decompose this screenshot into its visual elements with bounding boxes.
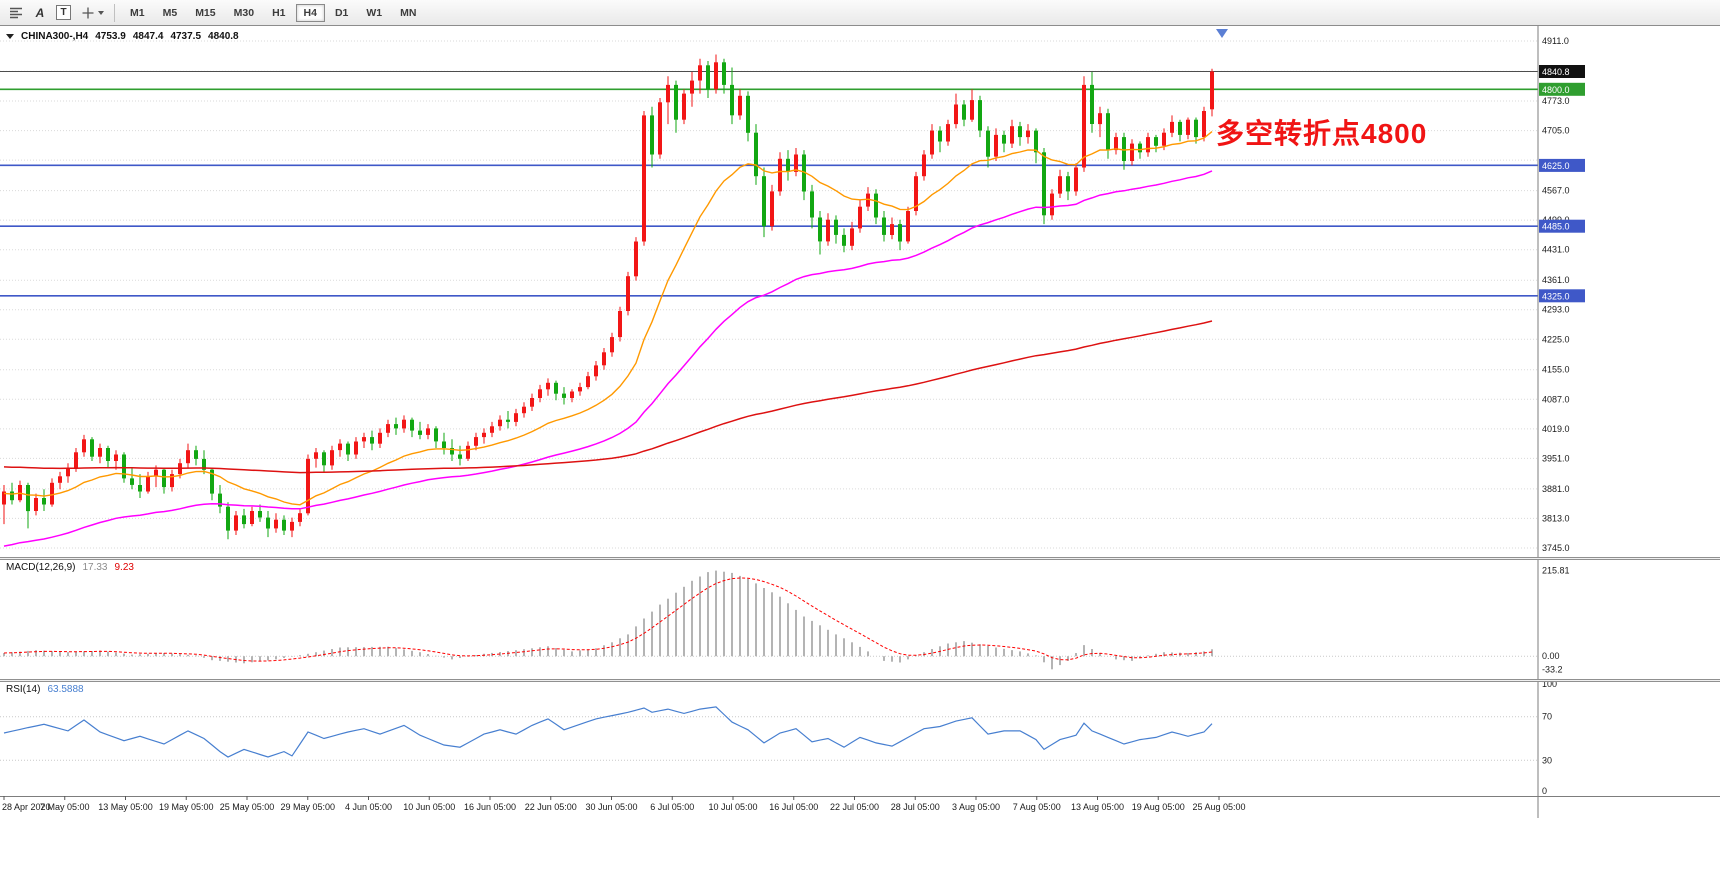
svg-text:4625.0: 4625.0 (1542, 161, 1570, 171)
svg-text:0: 0 (1542, 786, 1547, 796)
main-chart-canvas[interactable]: 4911.04773.04705.04567.04499.04431.04361… (0, 26, 1720, 557)
info-open: 4753.9 (95, 31, 126, 42)
macd-indicator-label: MACD(12,26,9) 17.33 9.23 (6, 562, 134, 573)
info-close: 4840.8 (208, 31, 239, 42)
toolbar: A T M1 M5 M15 M30 H1 H4 D1 W1 MN (0, 0, 1720, 26)
rsi-line (3, 706, 1213, 758)
svg-text:215.81: 215.81 (1542, 566, 1570, 576)
svg-text:16 Jun 05:00: 16 Jun 05:00 (464, 802, 516, 812)
svg-text:7 Aug 05:00: 7 Aug 05:00 (1013, 802, 1061, 812)
svg-text:3745.0: 3745.0 (1542, 543, 1570, 553)
timeframe-W1[interactable]: W1 (366, 6, 383, 19)
svg-text:4840.8: 4840.8 (1542, 67, 1570, 77)
svg-text:19 Aug 05:00: 19 Aug 05:00 (1132, 802, 1185, 812)
macd-signal-value: 9.23 (114, 562, 134, 573)
info-high: 4847.4 (132, 31, 164, 42)
label-tool-button[interactable]: A (30, 3, 50, 23)
macd-canvas[interactable]: 215.81 0.00 -33.2 (0, 560, 1720, 679)
rsi-value: 63.5888 (47, 684, 84, 695)
svg-text:7 May 05:00: 7 May 05:00 (40, 802, 90, 812)
svg-text:29 May 05:00: 29 May 05:00 (280, 802, 335, 812)
symbol-timeframe-label: CHINA300-,H4 (21, 31, 89, 42)
timeframe-M1[interactable]: M1 (130, 6, 145, 19)
panel-divider-rsi[interactable] (0, 679, 1720, 682)
timeframe-H1[interactable]: H1 (272, 6, 286, 19)
svg-text:10 Jun 05:00: 10 Jun 05:00 (403, 802, 455, 812)
svg-text:3813.0: 3813.0 (1542, 513, 1570, 523)
info-low: 4737.5 (170, 31, 202, 42)
svg-text:28 Jul 05:00: 28 Jul 05:00 (891, 802, 940, 812)
svg-text:4361.0: 4361.0 (1542, 275, 1570, 285)
chart-info-line: CHINA300-,H4 4753.9 4847.4 4737.5 4840.8 (6, 31, 239, 42)
rsi-name: RSI(14) (6, 684, 41, 695)
svg-text:70: 70 (1542, 712, 1552, 722)
macd-signal-line (3, 577, 1213, 662)
toolbar-separator (114, 3, 115, 22)
svg-text:4019.0: 4019.0 (1542, 424, 1570, 434)
svg-text:4800.0: 4800.0 (1542, 85, 1570, 95)
svg-text:4087.0: 4087.0 (1542, 394, 1570, 404)
chart-shift-marker (1216, 29, 1228, 38)
svg-text:25 Aug 05:00: 25 Aug 05:00 (1192, 802, 1245, 812)
svg-text:4431.0: 4431.0 (1542, 245, 1570, 255)
timeframe-D1[interactable]: D1 (334, 6, 349, 19)
svg-text:4155.0: 4155.0 (1542, 365, 1570, 375)
annotation-text: 多空转折点4800 (1216, 118, 1428, 149)
ma-fast (3, 131, 1213, 506)
cursor-tool-button[interactable] (77, 3, 108, 23)
windows-layout-icon (10, 7, 22, 18)
svg-text:6 Jul 05:00: 6 Jul 05:00 (650, 802, 694, 812)
svg-text:25 May 05:00: 25 May 05:00 (220, 802, 275, 812)
chart-window: 4911.04773.04705.04567.04499.04431.04361… (0, 26, 1720, 892)
svg-text:30: 30 (1542, 755, 1552, 765)
svg-text:13 Aug 05:00: 13 Aug 05:00 (1071, 802, 1124, 812)
crosshair-icon (82, 7, 94, 18)
svg-text:3881.0: 3881.0 (1542, 484, 1570, 494)
svg-text:4293.0: 4293.0 (1542, 305, 1570, 315)
dropdown-caret-icon (98, 10, 104, 15)
svg-text:4 Jun 05:00: 4 Jun 05:00 (345, 802, 392, 812)
svg-text:4911.0: 4911.0 (1542, 36, 1569, 46)
svg-text:0.00: 0.00 (1542, 651, 1560, 661)
timeframe-M30[interactable]: M30 (233, 6, 255, 19)
timeframe-group: M1 M5 M15 M30 H1 H4 D1 W1 MN (122, 3, 426, 22)
svg-text:10 Jul 05:00: 10 Jul 05:00 (708, 802, 757, 812)
svg-text:100: 100 (1542, 682, 1557, 689)
svg-text:4567.0: 4567.0 (1542, 186, 1570, 196)
svg-text:4485.0: 4485.0 (1542, 222, 1570, 232)
label-a-icon: A (35, 5, 45, 20)
text-tool-button[interactable]: T (52, 3, 75, 23)
svg-text:22 Jul 05:00: 22 Jul 05:00 (830, 802, 879, 812)
svg-text:3951.0: 3951.0 (1542, 453, 1570, 463)
svg-text:4705.0: 4705.0 (1542, 126, 1570, 136)
timeframe-MN[interactable]: MN (400, 6, 417, 19)
timeframe-M5[interactable]: M5 (162, 6, 178, 19)
timeframe-H4[interactable]: H4 (295, 3, 325, 22)
ma-slow (3, 320, 1213, 474)
ma-mid (3, 170, 1213, 547)
windows-layout-button[interactable] (4, 3, 28, 23)
text-tool-icon: T (56, 5, 71, 20)
svg-text:22 Jun 05:00: 22 Jun 05:00 (525, 802, 577, 812)
svg-text:30 Jun 05:00: 30 Jun 05:00 (585, 802, 637, 812)
macd-main-value: 17.33 (82, 562, 108, 573)
rsi-canvas[interactable]: 100 70 30 0 (0, 682, 1720, 796)
svg-text:13 May 05:00: 13 May 05:00 (98, 802, 153, 812)
timeframe-M15[interactable]: M15 (195, 6, 216, 19)
rsi-indicator-label: RSI(14) 63.5888 (6, 684, 84, 695)
svg-text:4773.0: 4773.0 (1542, 96, 1570, 106)
svg-text:4325.0: 4325.0 (1542, 291, 1570, 301)
symbol-dropdown-icon[interactable] (6, 34, 14, 39)
svg-text:-33.2: -33.2 (1542, 664, 1563, 674)
panel-divider-macd[interactable] (0, 557, 1720, 560)
macd-name: MACD(12,26,9) (6, 562, 76, 573)
svg-text:16 Jul 05:00: 16 Jul 05:00 (769, 802, 818, 812)
svg-text:19 May 05:00: 19 May 05:00 (159, 802, 214, 812)
svg-text:28 Apr 2020: 28 Apr 2020 (2, 802, 51, 812)
candles (2, 54, 1214, 540)
svg-text:3 Aug 05:00: 3 Aug 05:00 (952, 802, 1000, 812)
svg-text:4225.0: 4225.0 (1542, 334, 1570, 344)
